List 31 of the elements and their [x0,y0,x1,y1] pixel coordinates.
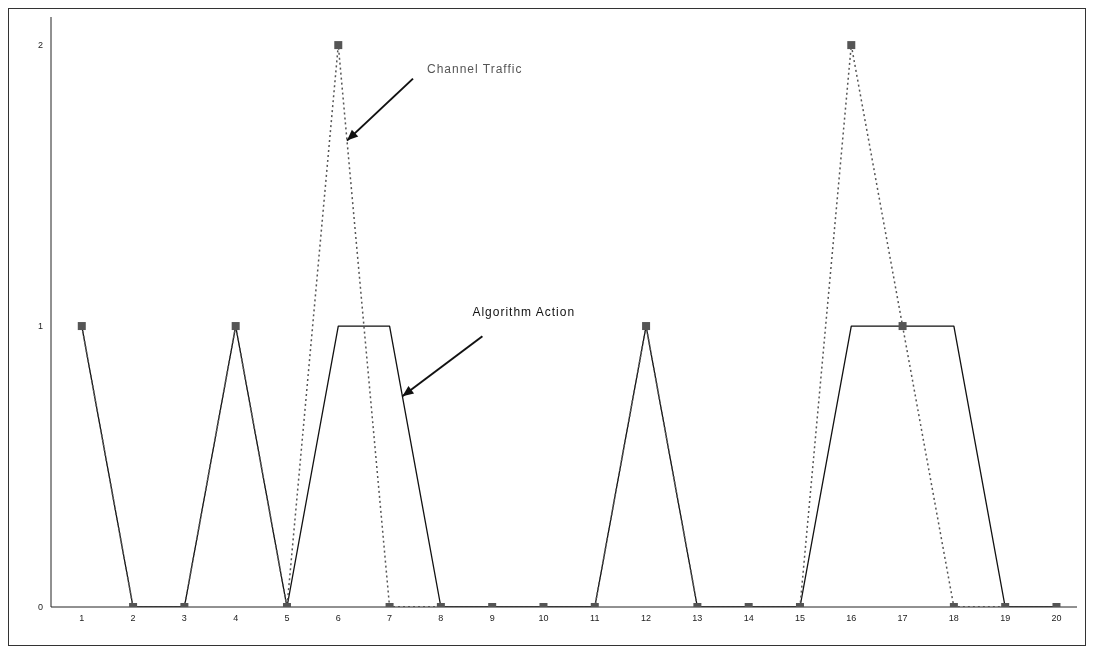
x-tick-label: 4 [233,613,239,624]
point [231,322,240,331]
x-tick-label: 5 [284,613,290,624]
text: Channel Traffic [427,61,523,76]
x-tick-label: 18 [948,613,959,624]
y-tick-label: 0 [37,602,43,613]
y-tick-label: 2 [37,40,43,51]
x-tick-label: 17 [897,613,908,624]
x-tick-label: 20 [1051,613,1062,624]
x-tick-label: 19 [1000,613,1011,624]
x-tick-label: 6 [335,613,341,624]
point [77,322,86,331]
x-tick-label: 2 [130,613,136,624]
x-tick-label: 7 [387,613,393,624]
point [334,41,343,50]
x-tick-label: 15 [794,613,805,624]
text: Algorithm Action [472,305,576,320]
x-tick-label: 10 [538,613,549,624]
x-tick-label: 13 [692,613,703,624]
x-tick-label: 12 [641,613,652,624]
y-tick-label: 1 [37,321,43,332]
x-tick-label: 3 [181,613,187,624]
point [847,41,856,50]
x-tick-label: 16 [846,613,857,624]
x-tick-label: 9 [489,613,495,624]
point [642,322,651,331]
x-tick-label: 11 [590,613,600,624]
x-tick-label: 8 [438,613,444,624]
x-tick-label: 1 [79,613,85,624]
x-tick-label: 14 [743,613,754,624]
point [898,322,907,331]
